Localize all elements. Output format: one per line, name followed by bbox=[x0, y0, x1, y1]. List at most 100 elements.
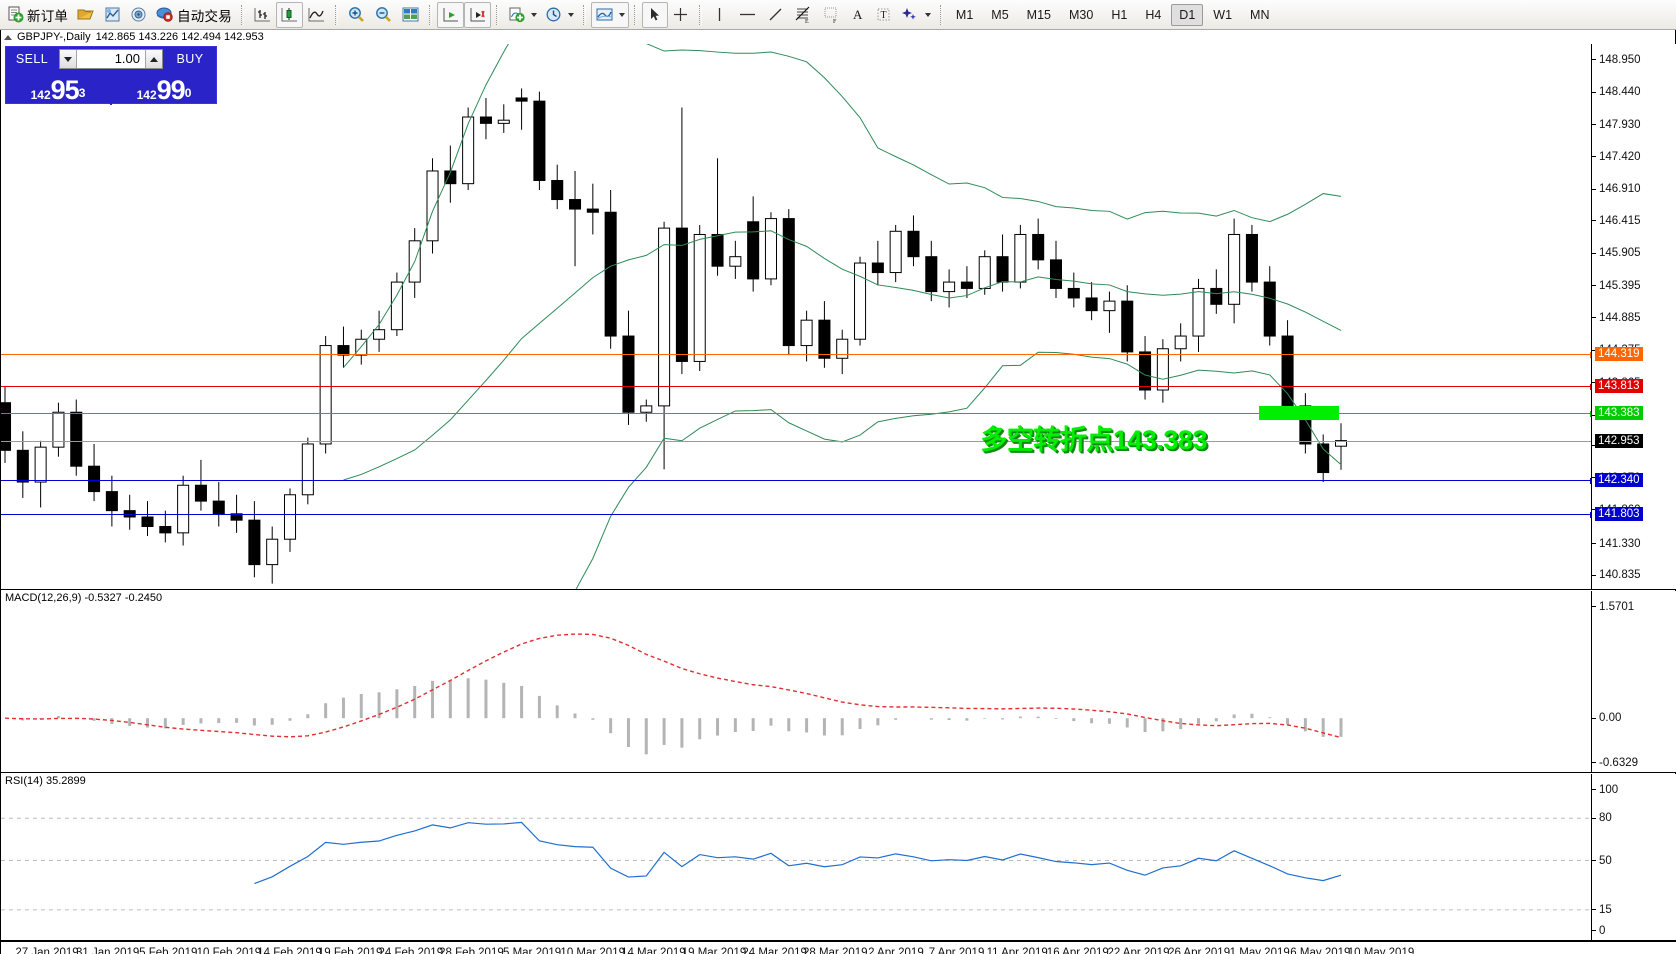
timeframe-mn-button[interactable]: MN bbox=[1250, 7, 1270, 22]
fibonacci-button[interactable]: E bbox=[789, 2, 817, 28]
time-axis[interactable]: 27 Jan 2019 31 Jan 2019 5 Feb 2019 10 Feb 2… bbox=[1, 941, 1676, 954]
level-handle[interactable] bbox=[1590, 351, 1591, 358]
sell-price-main: 95 bbox=[50, 75, 80, 105]
svg-text:E: E bbox=[805, 19, 809, 24]
zoom-out-button[interactable] bbox=[370, 2, 397, 28]
chart-shift-button[interactable] bbox=[463, 1, 491, 28]
crosshair-button[interactable] bbox=[668, 2, 694, 28]
macd-axis[interactable]: 1.5701 0.00 -0.6329 bbox=[1591, 591, 1676, 772]
market-watch-button[interactable] bbox=[99, 2, 125, 28]
sell-price-button[interactable]: 142 95 3 bbox=[6, 71, 112, 105]
chevron-down-icon-3[interactable] bbox=[618, 12, 625, 17]
period-button[interactable] bbox=[541, 2, 578, 28]
time-axis-label: 19 Feb 2019 bbox=[317, 947, 383, 954]
horizontal-line-button[interactable] bbox=[733, 2, 762, 28]
time-axis-label: 19 Mar 2019 bbox=[681, 947, 747, 954]
macd-plot-area[interactable] bbox=[1, 591, 1591, 772]
templates-button[interactable] bbox=[590, 1, 629, 28]
auto-scroll-button[interactable] bbox=[436, 1, 464, 28]
volume-increment-button[interactable] bbox=[145, 50, 162, 68]
time-axis-label: 22 Apr 2019 bbox=[1107, 947, 1170, 954]
timeframe-m30-button[interactable]: M30 bbox=[1069, 7, 1094, 22]
navigator-button[interactable] bbox=[125, 2, 151, 28]
line-chart-icon bbox=[308, 8, 324, 22]
volume-value[interactable]: 1.00 bbox=[114, 51, 140, 66]
level-handle[interactable] bbox=[1590, 477, 1591, 484]
folder-icon bbox=[77, 9, 94, 20]
price-pane[interactable]: 多空转折点143.383 148.950 148.440 147.930 147.42… bbox=[1, 44, 1676, 590]
time-axis-label: 24 Feb 2019 bbox=[378, 947, 444, 954]
support-level-line[interactable] bbox=[1, 477, 1591, 484]
svg-text:T: T bbox=[881, 10, 887, 21]
macd-pane[interactable]: MACD(12,26,9) -0.5327 -0.2450 1.5701 0.00… bbox=[1, 591, 1676, 773]
timeframe-m15-button[interactable]: M15 bbox=[1026, 7, 1051, 22]
chevron-down-icon-4[interactable] bbox=[924, 12, 931, 17]
resistance-level-line[interactable] bbox=[1, 351, 1591, 358]
rsi-pane[interactable]: RSI(14) 35.2899 100 80 50 15 0 bbox=[1, 774, 1676, 941]
rsi-plot-area[interactable] bbox=[1, 774, 1591, 940]
support-level-2-line[interactable] bbox=[1, 511, 1591, 518]
price-tick: 148.950 bbox=[1592, 54, 1641, 66]
market-watch-icon bbox=[105, 7, 120, 22]
timeframe-h4-button[interactable]: H4 bbox=[1145, 7, 1162, 22]
chevron-down-icon[interactable] bbox=[530, 12, 537, 17]
zoom-in-button[interactable] bbox=[343, 2, 370, 28]
auto-trading-button[interactable]: 自动交易 bbox=[151, 2, 236, 28]
macd-tick: 0.00 bbox=[1592, 712, 1621, 724]
price-plot-area[interactable]: 多空转折点143.383 bbox=[1, 44, 1591, 589]
symbol-name: GBPJPY-,Daily bbox=[17, 31, 91, 43]
support-level-2-tag: 141.803 bbox=[1595, 506, 1643, 521]
macd-tick: 1.5701 bbox=[1592, 601, 1634, 613]
auto-scroll-icon bbox=[443, 8, 458, 22]
buy-price-button[interactable]: 142 99 0 bbox=[112, 71, 216, 105]
chart-window[interactable]: GBPJPY-,Daily 142.865 143.226 142.494 14… bbox=[0, 30, 1676, 954]
collapse-icon[interactable] bbox=[4, 34, 12, 40]
price-tick: 148.440 bbox=[1592, 86, 1641, 98]
timeframe-w1-button[interactable]: W1 bbox=[1213, 7, 1233, 22]
candlestick-layer bbox=[1, 44, 1348, 589]
rsi-tick: 80 bbox=[1592, 812, 1612, 824]
pivot-level-line[interactable] bbox=[1, 411, 1591, 418]
candlestick-chart-button[interactable] bbox=[275, 1, 303, 28]
level-handle[interactable] bbox=[1590, 384, 1591, 390]
line-chart-button[interactable] bbox=[303, 2, 330, 28]
chart-annotation: 多空转折点143.383 bbox=[980, 425, 1207, 456]
price-tick: 147.420 bbox=[1592, 151, 1641, 163]
folder-button[interactable] bbox=[72, 2, 99, 28]
triangle-up-icon bbox=[150, 56, 158, 62]
tile-windows-button[interactable] bbox=[397, 2, 424, 28]
bar-chart-button[interactable] bbox=[249, 2, 276, 28]
volume-stepper[interactable]: 1.00 bbox=[59, 49, 163, 69]
rsi-axis[interactable]: 100 80 50 15 0 bbox=[1591, 774, 1676, 940]
current-price-level-line[interactable] bbox=[1, 440, 1591, 442]
macd-tick: -0.6329 bbox=[1592, 757, 1638, 769]
equidistant-channel-button[interactable]: F bbox=[817, 2, 845, 28]
trendline-button[interactable] bbox=[762, 2, 789, 28]
volume-decrement-button[interactable] bbox=[60, 50, 77, 68]
timeframe-d1-button[interactable]: D1 bbox=[1171, 3, 1204, 26]
new-order-button[interactable]: 新订单 bbox=[3, 2, 72, 28]
add-indicator-button[interactable] bbox=[504, 2, 541, 28]
text-button[interactable]: T bbox=[871, 2, 897, 28]
timeframe-group: M1 M5 M15 M30 H1 H4 D1 W1 MN bbox=[948, 3, 1278, 26]
resistance-level-2-line[interactable] bbox=[1, 384, 1591, 390]
one-click-trading-panel[interactable]: SELL 1.00 BUY 142 95 3 142 99 0 bbox=[5, 46, 217, 105]
text-label-button[interactable]: A bbox=[845, 2, 871, 28]
add-indicator-icon bbox=[509, 7, 525, 23]
timeframe-m1-button[interactable]: M1 bbox=[955, 7, 974, 22]
shapes-button[interactable] bbox=[897, 2, 935, 28]
chevron-down-icon-2[interactable] bbox=[567, 12, 574, 17]
crosshair-icon bbox=[674, 8, 688, 21]
cursor-button[interactable] bbox=[641, 1, 668, 28]
timeframe-h1-button[interactable]: H1 bbox=[1111, 7, 1128, 22]
time-axis-label: 26 Apr 2019 bbox=[1168, 947, 1231, 954]
level-handle[interactable] bbox=[1590, 511, 1591, 518]
buy-label[interactable]: BUY bbox=[176, 52, 204, 66]
price-axis[interactable]: 148.950 148.440 147.930 147.420 146.910 146.4… bbox=[1591, 44, 1676, 589]
oct-top-row: SELL 1.00 BUY bbox=[6, 47, 216, 71]
sell-label[interactable]: SELL bbox=[15, 52, 49, 66]
vertical-line-button[interactable] bbox=[707, 2, 733, 28]
price-tick: 141.330 bbox=[1592, 538, 1641, 550]
level-handle[interactable] bbox=[1590, 411, 1591, 418]
timeframe-m5-button[interactable]: M5 bbox=[991, 7, 1009, 22]
